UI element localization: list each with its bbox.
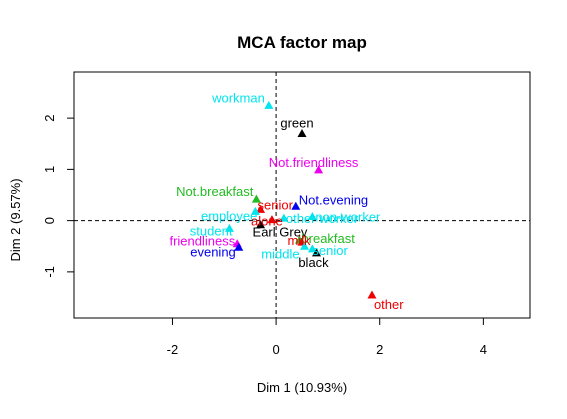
point-marker — [279, 213, 289, 222]
point-label: milk — [287, 233, 311, 248]
y-tick-label: -1 — [42, 266, 57, 278]
point-marker — [251, 194, 261, 203]
y-tick-label: 2 — [42, 115, 57, 122]
x-tick-label: 0 — [272, 342, 279, 357]
x-tick-label: 4 — [480, 342, 487, 357]
point-marker — [224, 223, 234, 232]
point-marker — [312, 248, 322, 257]
point-label: Not.friendliness — [269, 155, 359, 170]
data-points — [224, 100, 377, 299]
point-label: other worker — [286, 211, 359, 226]
point-label: workman — [211, 90, 265, 105]
x-tick-label: -2 — [167, 342, 179, 357]
data-point-labels: workman green Not.friendliness Not.breakfas… — [169, 90, 404, 312]
y-axis: -1 0 1 2 — [42, 115, 75, 278]
point-marker — [314, 165, 324, 174]
x-axis-label: Dim 1 (10.93%) — [257, 380, 347, 395]
point-label: evening — [190, 244, 236, 259]
point-marker — [307, 212, 317, 221]
y-axis-label: Dim 2 (9.57%) — [8, 178, 23, 261]
chart-title: MCA factor map — [237, 33, 367, 52]
point-marker — [264, 100, 274, 109]
point-marker — [267, 215, 277, 224]
point-label: friendliness — [169, 234, 235, 249]
point-label: employee — [201, 208, 257, 223]
x-tick-label: 2 — [376, 342, 383, 357]
point-label: middle — [261, 246, 299, 261]
point-marker — [256, 204, 266, 213]
point-label: green — [280, 116, 313, 131]
y-tick-label: 1 — [42, 166, 57, 173]
point-label: senior — [258, 197, 294, 212]
point-marker — [256, 220, 266, 229]
point-marker — [307, 244, 317, 253]
point-label: Earl Grey — [253, 225, 308, 240]
point-label: student — [190, 223, 233, 238]
point-label: Not.breakfast — [176, 184, 254, 199]
point-label: Not.evening — [299, 192, 368, 207]
point-marker — [300, 241, 310, 250]
point-label: breakfast — [301, 231, 355, 246]
y-tick-label: 0 — [42, 217, 57, 224]
point-label: non-worker — [315, 210, 381, 225]
point-label: senior — [312, 243, 348, 258]
point-label: alone — [251, 214, 283, 229]
point-marker — [367, 290, 377, 299]
point-marker — [291, 201, 301, 210]
point-label: black — [298, 255, 329, 270]
point-marker — [250, 206, 260, 215]
x-axis: -2 0 2 4 — [167, 317, 487, 357]
point-label: other — [374, 297, 404, 312]
point-marker — [297, 129, 307, 137]
point-marker — [234, 242, 244, 251]
